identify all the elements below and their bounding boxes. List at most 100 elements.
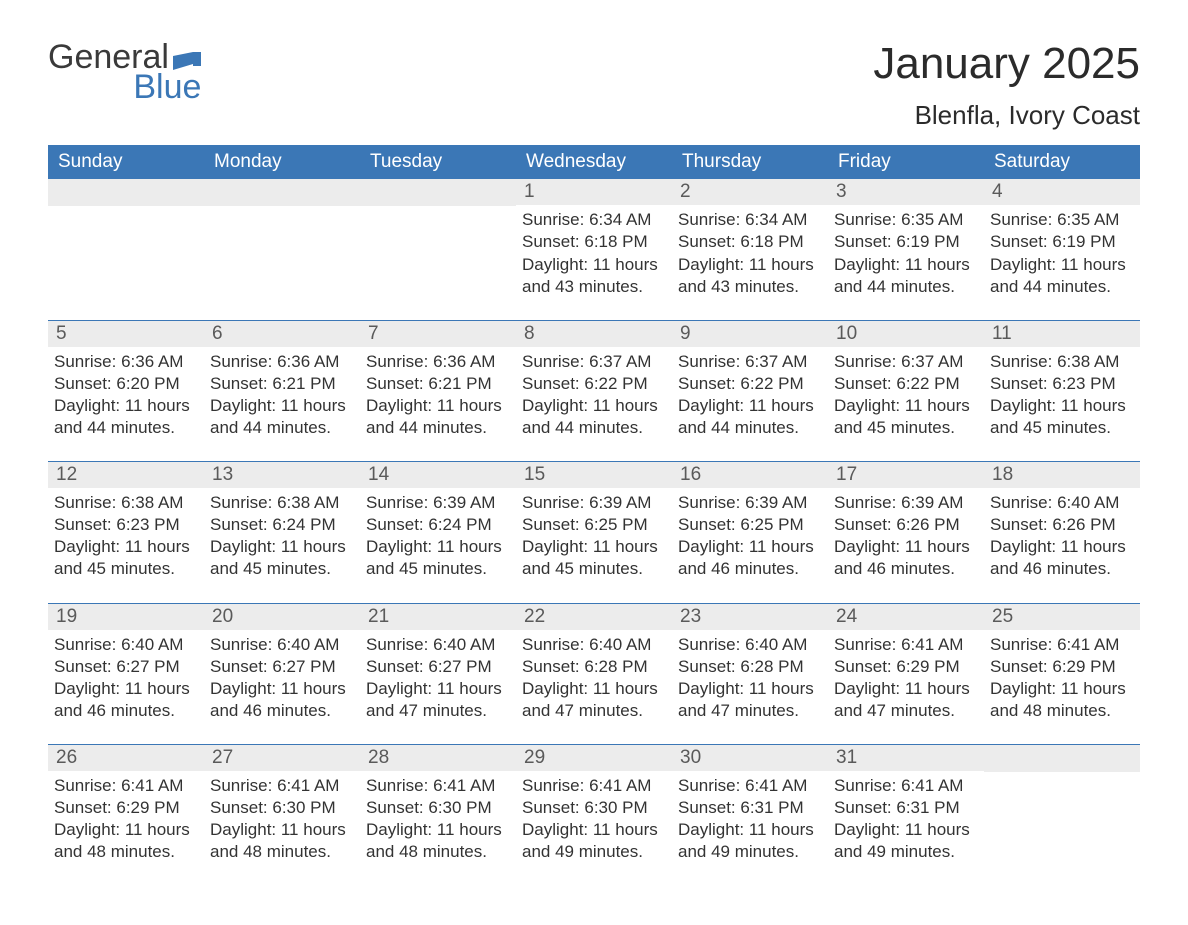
- daylight-line: Daylight: 11 hours and 47 minutes.: [678, 678, 822, 722]
- day-number: 6: [204, 321, 360, 347]
- day-body: Sunrise: 6:35 AMSunset: 6:19 PMDaylight:…: [828, 205, 984, 297]
- sunset-line: Sunset: 6:30 PM: [522, 797, 666, 819]
- day-cell: 23Sunrise: 6:40 AMSunset: 6:28 PMDayligh…: [672, 604, 828, 744]
- day-body: Sunrise: 6:41 AMSunset: 6:29 PMDaylight:…: [984, 630, 1140, 722]
- day-number: [984, 745, 1140, 772]
- sunset-line: Sunset: 6:18 PM: [522, 231, 666, 253]
- sunrise-line: Sunrise: 6:41 AM: [210, 775, 354, 797]
- day-number: 7: [360, 321, 516, 347]
- day-number: 2: [672, 179, 828, 205]
- month-title: January 2025: [873, 40, 1140, 88]
- daylight-line: Daylight: 11 hours and 44 minutes.: [990, 254, 1134, 298]
- day-cell: 30Sunrise: 6:41 AMSunset: 6:31 PMDayligh…: [672, 745, 828, 885]
- title-block: January 2025 Blenfla, Ivory Coast: [873, 40, 1140, 131]
- sunset-line: Sunset: 6:18 PM: [678, 231, 822, 253]
- day-body: Sunrise: 6:40 AMSunset: 6:27 PMDaylight:…: [204, 630, 360, 722]
- week-row: 12Sunrise: 6:38 AMSunset: 6:23 PMDayligh…: [48, 461, 1140, 602]
- day-number: 28: [360, 745, 516, 771]
- sunset-line: Sunset: 6:22 PM: [522, 373, 666, 395]
- day-body: Sunrise: 6:41 AMSunset: 6:31 PMDaylight:…: [672, 771, 828, 863]
- daylight-line: Daylight: 11 hours and 49 minutes.: [834, 819, 978, 863]
- sunset-line: Sunset: 6:27 PM: [210, 656, 354, 678]
- day-number: [48, 179, 204, 206]
- sunset-line: Sunset: 6:26 PM: [990, 514, 1134, 536]
- sunset-line: Sunset: 6:21 PM: [210, 373, 354, 395]
- sunset-line: Sunset: 6:29 PM: [990, 656, 1134, 678]
- day-number: 30: [672, 745, 828, 771]
- week-row: 26Sunrise: 6:41 AMSunset: 6:29 PMDayligh…: [48, 744, 1140, 885]
- daylight-line: Daylight: 11 hours and 48 minutes.: [210, 819, 354, 863]
- day-cell: 8 Sunrise: 6:37 AMSunset: 6:22 PMDaylight…: [516, 321, 672, 461]
- day-cell: 9Sunrise: 6:37 AMSunset: 6:22 PMDaylight…: [672, 321, 828, 461]
- day-number: 13: [204, 462, 360, 488]
- day-number: [360, 179, 516, 206]
- week-row: 19Sunrise: 6:40 AMSunset: 6:27 PMDayligh…: [48, 603, 1140, 744]
- daylight-line: Daylight: 11 hours and 44 minutes.: [522, 395, 666, 439]
- dow-sunday: Sunday: [48, 145, 204, 179]
- day-number: 22: [516, 604, 672, 630]
- sunrise-line: Sunrise: 6:35 AM: [834, 209, 978, 231]
- day-number: 8: [516, 321, 672, 347]
- day-number: 18: [984, 462, 1140, 488]
- sunrise-line: Sunrise: 6:35 AM: [990, 209, 1134, 231]
- daylight-line: Daylight: 11 hours and 43 minutes.: [522, 254, 666, 298]
- sunset-line: Sunset: 6:27 PM: [54, 656, 198, 678]
- day-number: 23: [672, 604, 828, 630]
- day-cell: 4Sunrise: 6:35 AMSunset: 6:19 PMDaylight…: [984, 179, 1140, 319]
- day-number: 31: [828, 745, 984, 771]
- sunset-line: Sunset: 6:27 PM: [366, 656, 510, 678]
- day-body: Sunrise: 6:39 AMSunset: 6:25 PMDaylight:…: [672, 488, 828, 580]
- day-body: Sunrise: 6:37 AMSunset: 6:22 PMDaylight:…: [828, 347, 984, 439]
- daylight-line: Daylight: 11 hours and 49 minutes.: [678, 819, 822, 863]
- day-body: Sunrise: 6:37 AMSunset: 6:22 PMDaylight:…: [672, 347, 828, 439]
- sunset-line: Sunset: 6:25 PM: [522, 514, 666, 536]
- sunrise-line: Sunrise: 6:41 AM: [834, 775, 978, 797]
- day-body: Sunrise: 6:38 AMSunset: 6:24 PMDaylight:…: [204, 488, 360, 580]
- day-body: Sunrise: 6:40 AMSunset: 6:28 PMDaylight:…: [672, 630, 828, 722]
- day-cell: 20Sunrise: 6:40 AMSunset: 6:27 PMDayligh…: [204, 604, 360, 744]
- day-number: [204, 179, 360, 206]
- sunset-line: Sunset: 6:19 PM: [834, 231, 978, 253]
- dow-wednesday: Wednesday: [516, 145, 672, 179]
- sunset-line: Sunset: 6:28 PM: [678, 656, 822, 678]
- daylight-line: Daylight: 11 hours and 44 minutes.: [678, 395, 822, 439]
- sunrise-line: Sunrise: 6:39 AM: [366, 492, 510, 514]
- sunrise-line: Sunrise: 6:38 AM: [54, 492, 198, 514]
- calendar: SundayMondayTuesdayWednesdayThursdayFrid…: [48, 145, 1140, 885]
- sunrise-line: Sunrise: 6:36 AM: [54, 351, 198, 373]
- sunset-line: Sunset: 6:26 PM: [834, 514, 978, 536]
- day-cell: 28Sunrise: 6:41 AMSunset: 6:30 PMDayligh…: [360, 745, 516, 885]
- day-cell: 25Sunrise: 6:41 AMSunset: 6:29 PMDayligh…: [984, 604, 1140, 744]
- sunrise-line: Sunrise: 6:41 AM: [54, 775, 198, 797]
- sunrise-line: Sunrise: 6:38 AM: [990, 351, 1134, 373]
- day-cell: 26Sunrise: 6:41 AMSunset: 6:29 PMDayligh…: [48, 745, 204, 885]
- sunrise-line: Sunrise: 6:37 AM: [522, 351, 666, 373]
- empty-cell: [204, 179, 360, 319]
- day-body: Sunrise: 6:40 AMSunset: 6:27 PMDaylight:…: [360, 630, 516, 722]
- day-number: 3: [828, 179, 984, 205]
- day-number: 15: [516, 462, 672, 488]
- dow-friday: Friday: [828, 145, 984, 179]
- dow-monday: Monday: [204, 145, 360, 179]
- day-cell: 1Sunrise: 6:34 AMSunset: 6:18 PMDaylight…: [516, 179, 672, 319]
- day-number: 10: [828, 321, 984, 347]
- day-body: Sunrise: 6:41 AMSunset: 6:29 PMDaylight:…: [828, 630, 984, 722]
- day-cell: 16Sunrise: 6:39 AMSunset: 6:25 PMDayligh…: [672, 462, 828, 602]
- day-cell: 15Sunrise: 6:39 AMSunset: 6:25 PMDayligh…: [516, 462, 672, 602]
- daylight-line: Daylight: 11 hours and 45 minutes.: [522, 536, 666, 580]
- daylight-line: Daylight: 11 hours and 47 minutes.: [366, 678, 510, 722]
- sunrise-line: Sunrise: 6:34 AM: [678, 209, 822, 231]
- day-number: 26: [48, 745, 204, 771]
- dow-thursday: Thursday: [672, 145, 828, 179]
- day-body: Sunrise: 6:36 AMSunset: 6:20 PMDaylight:…: [48, 347, 204, 439]
- day-body: Sunrise: 6:41 AMSunset: 6:30 PMDaylight:…: [360, 771, 516, 863]
- daylight-line: Daylight: 11 hours and 46 minutes.: [834, 536, 978, 580]
- sunrise-line: Sunrise: 6:41 AM: [366, 775, 510, 797]
- daylight-line: Daylight: 11 hours and 49 minutes.: [522, 819, 666, 863]
- day-body: Sunrise: 6:36 AMSunset: 6:21 PMDaylight:…: [360, 347, 516, 439]
- day-body: Sunrise: 6:40 AMSunset: 6:27 PMDaylight:…: [48, 630, 204, 722]
- day-number: 1: [516, 179, 672, 205]
- sunrise-line: Sunrise: 6:41 AM: [678, 775, 822, 797]
- day-body: Sunrise: 6:41 AMSunset: 6:30 PMDaylight:…: [516, 771, 672, 863]
- sunrise-line: Sunrise: 6:39 AM: [834, 492, 978, 514]
